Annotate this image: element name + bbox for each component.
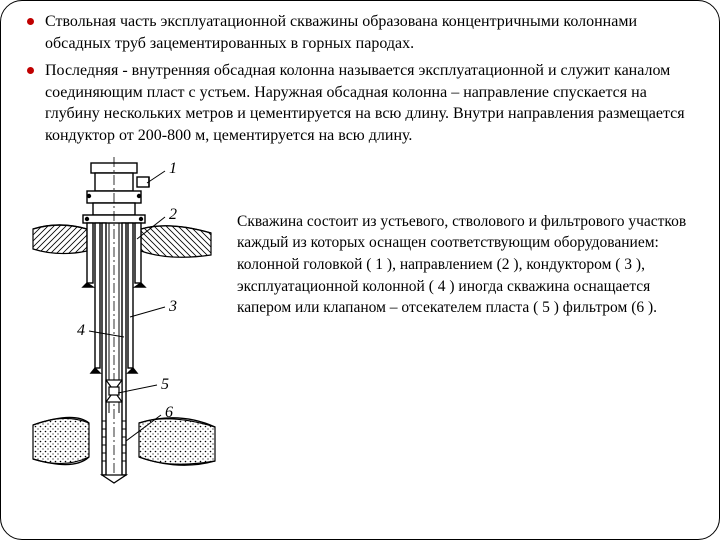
- side-paragraph: Скважина состоит из устьевого, стволовог…: [237, 155, 693, 319]
- callout-1: 1: [169, 160, 177, 177]
- well-diagram: 1 2 3 4 5 6: [29, 155, 219, 490]
- bullet-list: Ствольная часть эксплуатационной скважин…: [27, 11, 693, 147]
- callout-5: 5: [161, 376, 169, 393]
- callout-3: 3: [168, 298, 177, 315]
- wellhead: [83, 163, 149, 223]
- callout-2: 2: [169, 206, 177, 223]
- page-frame: Ствольная часть эксплуатационной скважин…: [0, 0, 720, 540]
- bullet-item-1: Ствольная часть эксплуатационной скважин…: [27, 11, 693, 54]
- well-schematic-svg: 1 2 3 4 5 6: [29, 155, 219, 485]
- callout-6: 6: [165, 404, 173, 421]
- bullet-item-2: Последняя - внутренняя обсадная колонна …: [27, 60, 693, 146]
- callout-4: 4: [77, 322, 85, 339]
- packer: [106, 380, 122, 402]
- content-row: 1 2 3 4 5 6 Скважина состоит из устьевог…: [27, 155, 693, 490]
